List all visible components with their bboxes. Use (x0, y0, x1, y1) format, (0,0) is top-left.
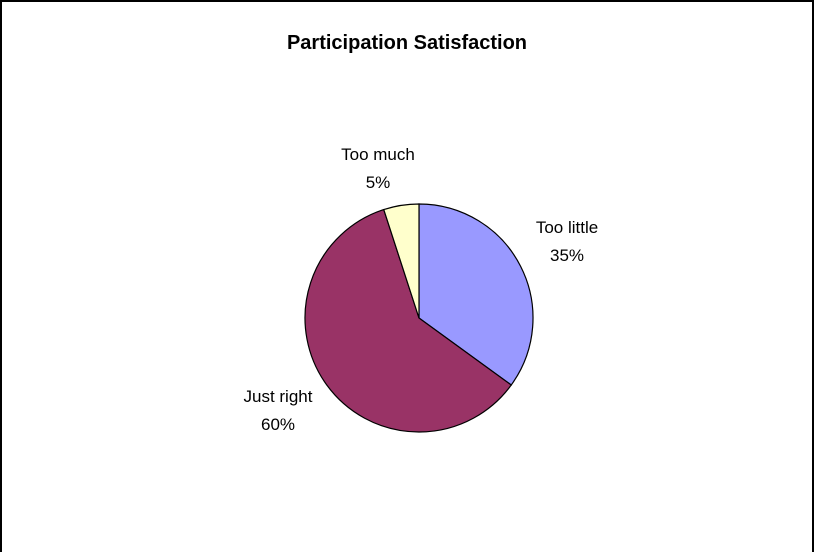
slice-label-too-much: Too much (341, 145, 415, 164)
slice-value-label-just-right: 60% (261, 415, 295, 434)
slice-value-label-too-little: 35% (550, 246, 584, 265)
chart-title: Participation Satisfaction (286, 32, 528, 54)
slice-label-just-right: Just right (244, 387, 313, 406)
pie-slice-just-right (304, 208, 513, 433)
slice-value-label-too-much: 5% (366, 173, 391, 192)
slice-label-too-little: Too little (536, 218, 598, 237)
pie-slice-too-much (383, 203, 420, 319)
pie-slice-too-little (418, 203, 534, 386)
